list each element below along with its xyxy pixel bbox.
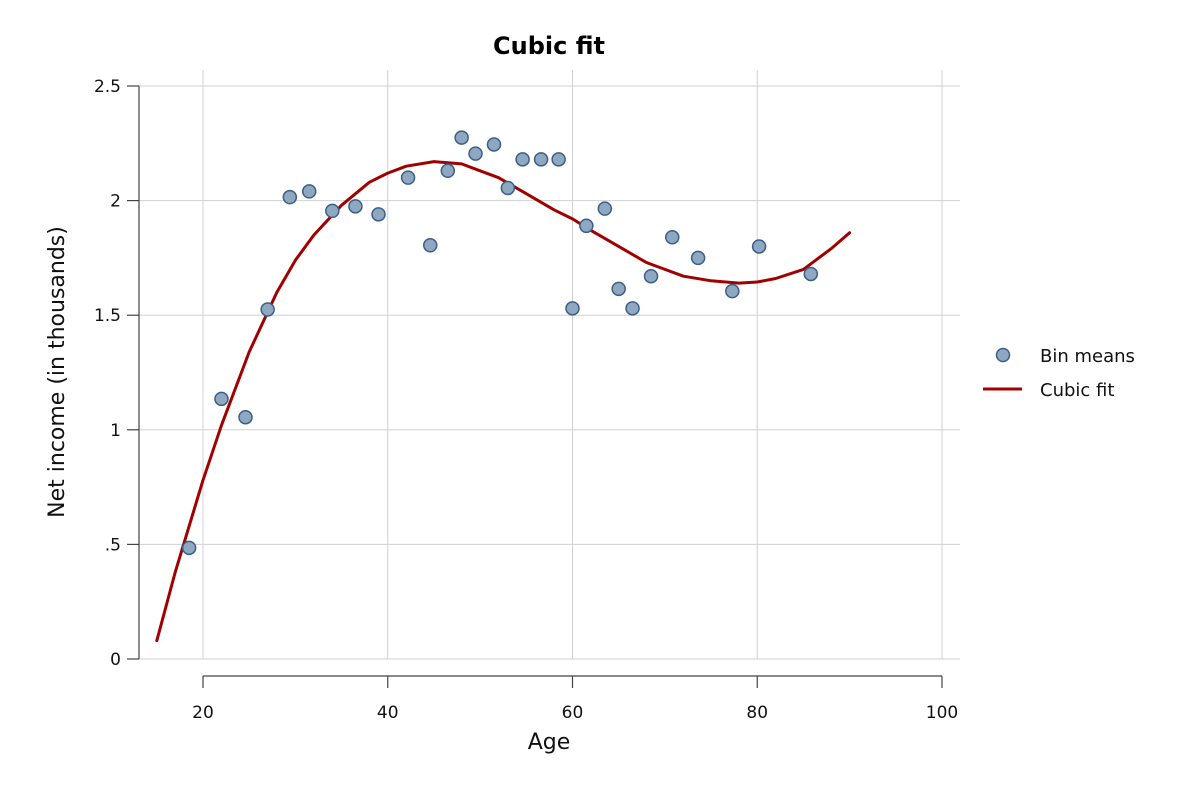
legend: Bin means Cubic fit <box>983 346 1135 401</box>
y-tick-label: 2.5 <box>94 77 121 97</box>
x-tick-label: 40 <box>377 703 399 723</box>
bin-mean-point <box>468 146 483 161</box>
cubic-fit-layer <box>155 160 852 643</box>
bin-mean-point <box>400 170 416 185</box>
bin-mean-point <box>454 130 469 145</box>
bin-mean-point <box>440 163 456 179</box>
legend-marker-bin-means <box>995 347 1011 363</box>
bin-mean-point <box>551 152 566 167</box>
y-tick-label: 0 <box>110 650 121 670</box>
bin-mean-point <box>238 409 253 425</box>
y-tick-label: .5 <box>105 535 121 555</box>
grid-lines <box>139 70 960 660</box>
bin-mean-point <box>282 189 298 205</box>
bin-mean-point <box>181 540 197 556</box>
bin-mean-point <box>690 250 706 266</box>
bin-mean-point <box>579 218 594 234</box>
bin-mean-point <box>597 201 613 216</box>
x-tick-label: 60 <box>562 703 584 723</box>
axes: 0 .5 1 1.5 2 2.5 20 40 60 80 100 <box>94 77 958 723</box>
bin-mean-point <box>565 301 580 316</box>
y-tick-label: 2 <box>110 192 121 212</box>
bin-mean-point <box>625 301 640 316</box>
bin-mean-point <box>348 199 363 214</box>
bin-mean-point <box>500 180 516 196</box>
bin-mean-point <box>371 207 386 222</box>
chart-title: Cubic fit <box>493 32 605 60</box>
bin-mean-point <box>214 391 229 407</box>
legend-label-cubic-fit: Cubic fit <box>1040 380 1114 401</box>
bin-mean-point <box>515 152 530 167</box>
bin-mean-point <box>260 302 275 317</box>
bin-mean-point <box>725 283 740 299</box>
bin-mean-point <box>325 203 340 219</box>
y-tick-label: 1 <box>110 421 121 441</box>
x-axis-label: Age <box>528 730 571 755</box>
bin-mean-point <box>643 268 659 284</box>
bin-mean-point <box>422 238 438 253</box>
bin-mean-point <box>665 230 680 245</box>
cubic-fit-line <box>155 160 852 643</box>
bin-mean-point <box>803 266 819 282</box>
x-tick-label: 80 <box>746 703 768 723</box>
bin-mean-point <box>533 152 549 167</box>
bin-means-layer <box>181 130 819 556</box>
x-tick-label: 20 <box>192 703 214 723</box>
x-tick-label: 100 <box>926 703 958 723</box>
bin-mean-point <box>751 239 767 254</box>
bin-mean-point <box>301 184 317 199</box>
bin-mean-point <box>486 137 502 152</box>
bin-mean-point <box>611 281 626 297</box>
y-axis-label: Net income (in thousands) <box>45 226 70 518</box>
legend-label-bin-means: Bin means <box>1040 346 1135 367</box>
y-tick-label: 1.5 <box>94 306 121 326</box>
